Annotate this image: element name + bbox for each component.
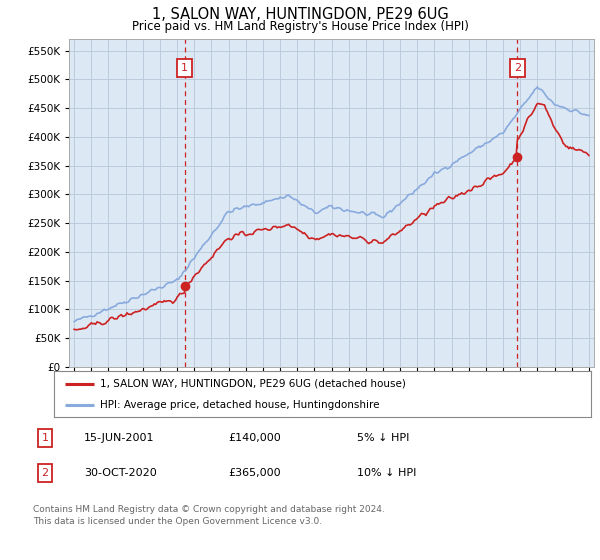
Text: Contains HM Land Registry data © Crown copyright and database right 2024.
This d: Contains HM Land Registry data © Crown c…	[33, 505, 385, 526]
Text: £140,000: £140,000	[228, 433, 281, 443]
Text: 1, SALON WAY, HUNTINGDON, PE29 6UG: 1, SALON WAY, HUNTINGDON, PE29 6UG	[152, 7, 448, 22]
Text: 1, SALON WAY, HUNTINGDON, PE29 6UG (detached house): 1, SALON WAY, HUNTINGDON, PE29 6UG (deta…	[100, 379, 406, 389]
Text: 10% ↓ HPI: 10% ↓ HPI	[357, 468, 416, 478]
Text: 2: 2	[514, 63, 521, 73]
Text: HPI: Average price, detached house, Huntingdonshire: HPI: Average price, detached house, Hunt…	[100, 400, 379, 410]
Text: 1: 1	[181, 63, 188, 73]
Text: 30-OCT-2020: 30-OCT-2020	[84, 468, 157, 478]
Text: Price paid vs. HM Land Registry's House Price Index (HPI): Price paid vs. HM Land Registry's House …	[131, 20, 469, 32]
Text: £365,000: £365,000	[228, 468, 281, 478]
Text: 5% ↓ HPI: 5% ↓ HPI	[357, 433, 409, 443]
Text: 15-JUN-2001: 15-JUN-2001	[84, 433, 155, 443]
Text: 1: 1	[41, 433, 49, 443]
Text: 2: 2	[41, 468, 49, 478]
